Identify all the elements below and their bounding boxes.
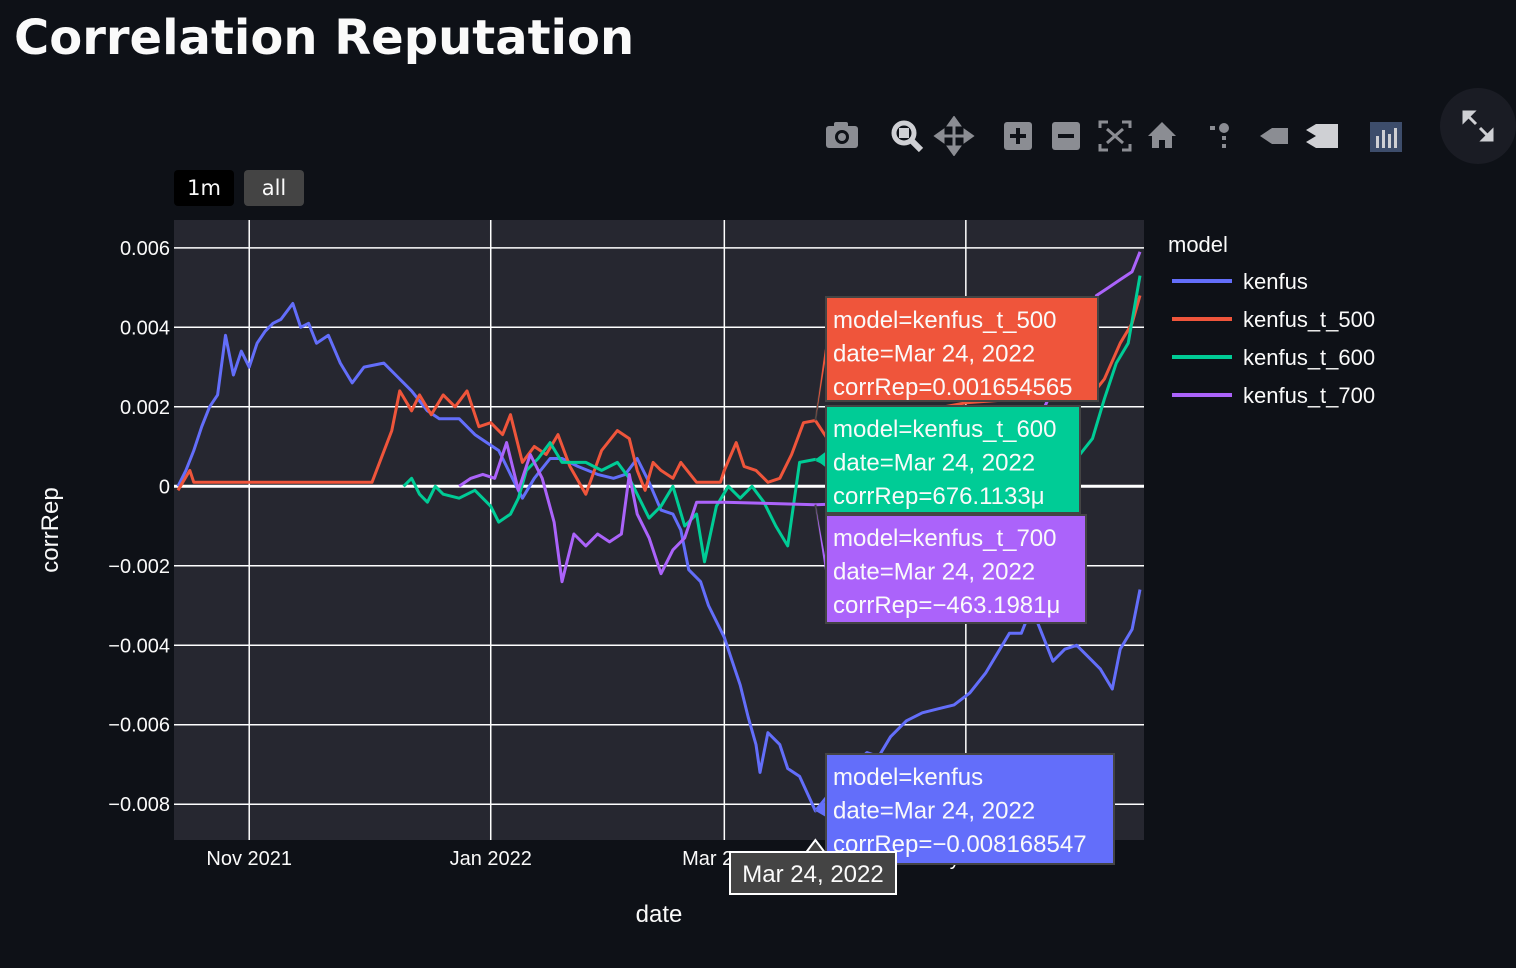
range-button-all[interactable]: all <box>244 170 304 206</box>
zoom-icon[interactable] <box>891 120 924 153</box>
range-button-1m[interactable]: 1m <box>174 170 234 206</box>
modebar <box>820 116 1420 156</box>
hover-pointer <box>815 801 826 817</box>
hover-label-text: model=kenfus_t_600 <box>833 416 1057 443</box>
x-tick-label: Jan 2022 <box>450 848 532 870</box>
y-axis-title: corrRep <box>37 487 64 572</box>
hover-pointer <box>815 504 826 577</box>
hover-label-text: model=kenfus <box>833 764 983 791</box>
hover-label-kenfus_t_600 <box>825 405 1081 514</box>
plotly-logo-icon[interactable] <box>1370 122 1402 152</box>
y-tick-label: 0.002 <box>120 397 170 419</box>
legend-item: kenfus_t_700 <box>1243 383 1375 408</box>
hover-label-text: corrRep=676.1133μ <box>833 483 1045 510</box>
hover-label-text: date=Mar 24, 2022 <box>833 450 1035 477</box>
y-tick-label: 0.004 <box>120 317 170 339</box>
hover-label-kenfus <box>825 753 1115 865</box>
hover-label-text: corrRep=−463.1981μ <box>833 592 1060 619</box>
hover-compare-icon[interactable] <box>1306 124 1338 148</box>
x-hover-label <box>729 851 897 895</box>
hover-pointer <box>815 341 826 421</box>
hover-label-text: date=Mar 24, 2022 <box>833 559 1035 586</box>
series-line-kenfus[interactable] <box>176 302 1142 813</box>
camera-icon[interactable] <box>826 122 858 148</box>
fullscreen-button[interactable] <box>1440 88 1516 164</box>
autoscale-icon[interactable] <box>1098 120 1132 152</box>
y-tick-label: −0.002 <box>108 556 170 578</box>
legend-title: model <box>1168 232 1228 257</box>
x-hover-label-text: Mar 24, 2022 <box>742 861 883 888</box>
hover-label-text: model=kenfus_t_700 <box>833 525 1057 552</box>
legend-item: kenfus_t_500 <box>1243 307 1375 332</box>
hover-closest-icon[interactable] <box>1260 128 1288 144</box>
y-tick-label: −0.008 <box>108 794 170 816</box>
y-tick-label: 0.006 <box>120 238 170 260</box>
zoom-in-icon[interactable] <box>1004 122 1032 150</box>
hover-label-kenfus_t_500 <box>825 296 1099 402</box>
y-tick-label: −0.006 <box>108 715 170 737</box>
reset-axes-icon[interactable] <box>1148 122 1176 148</box>
fullscreen-icon <box>1462 110 1494 142</box>
hover-label-text: date=Mar 24, 2022 <box>833 798 1035 825</box>
hover-label-text: date=Mar 24, 2022 <box>833 341 1035 368</box>
legend-item: kenfus <box>1243 269 1308 294</box>
hover-label-text: corrRep=0.001654565 <box>833 374 1073 401</box>
page-title: Correlation Reputation <box>14 10 635 66</box>
x-tick-label: Nov 2021 <box>206 848 292 870</box>
y-tick-label: −0.004 <box>108 635 170 657</box>
spike-lines-icon[interactable] <box>1210 123 1229 148</box>
x-axis-title: date <box>636 901 683 928</box>
hover-label-kenfus_t_700 <box>825 514 1087 624</box>
zoom-out-icon[interactable] <box>1052 122 1080 150</box>
x-hover-pointer <box>804 838 827 853</box>
hover-pointer <box>815 451 826 468</box>
y-tick-label: 0 <box>159 476 170 498</box>
pan-icon[interactable] <box>933 116 975 156</box>
legend-item: kenfus_t_600 <box>1243 345 1375 370</box>
hover-label-text: model=kenfus_t_500 <box>833 307 1057 334</box>
